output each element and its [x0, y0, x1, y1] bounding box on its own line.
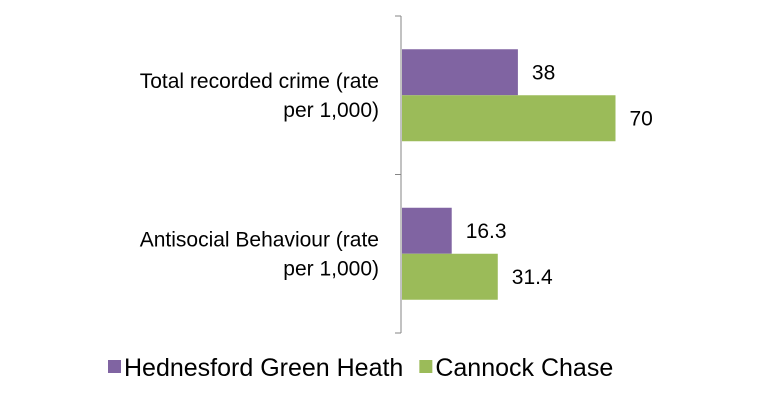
bar [402, 253, 498, 300]
category-label-line: per 1,000) [283, 99, 379, 122]
bar [402, 49, 518, 96]
bar [402, 207, 452, 254]
legend-label: Hednesford Green Heath [124, 354, 403, 382]
category-label: Total recorded crime (rate per 1,000) [140, 70, 379, 122]
data-label: 70 [630, 107, 653, 130]
bar [402, 95, 616, 142]
legend-swatch [419, 360, 433, 373]
category-label-line: per 1,000) [283, 257, 379, 280]
data-label: 38 [532, 61, 555, 84]
legend-swatch [108, 360, 121, 373]
legend-label: Cannock Chase [435, 354, 613, 382]
category-label-line: Total recorded crime (rate [140, 70, 379, 93]
category-label: Antisocial Behaviour (rate per 1,000) [140, 228, 379, 280]
category-label-line: Antisocial Behaviour (rate [140, 228, 379, 251]
data-label: 31.4 [512, 266, 553, 289]
data-label: 16.3 [466, 220, 507, 243]
